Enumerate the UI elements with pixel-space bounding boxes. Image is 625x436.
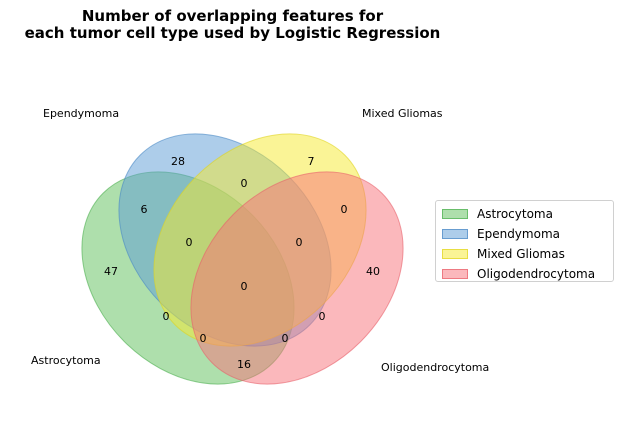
legend-swatch-astrocytoma xyxy=(442,209,468,219)
legend-label-mixed-gliomas: Mixed Gliomas xyxy=(477,247,565,261)
count-ependymoma-mixed: 0 xyxy=(241,177,248,190)
count-astro-epend-mixed: 0 xyxy=(186,236,193,249)
count-astro-mixed: 0 xyxy=(163,310,170,323)
legend-label-oligodendrocytoma: Oligodendrocytoma xyxy=(477,267,596,281)
set-label-oligodendrocytoma: Oligodendrocytoma xyxy=(381,361,489,374)
legend-item-mixed-gliomas: Mixed Gliomas xyxy=(442,244,613,264)
title-line-2: each tumor cell type used by Logistic Re… xyxy=(24,24,441,42)
legend-swatch-ependymoma xyxy=(442,229,468,239)
count-epend-mixed-oligo: 0 xyxy=(296,236,303,249)
legend-item-ependymoma: Ependymoma xyxy=(442,224,613,244)
count-mixed-only: 7 xyxy=(308,155,315,168)
count-all-four: 0 xyxy=(241,280,248,293)
legend-item-astrocytoma: Astrocytoma xyxy=(442,204,613,224)
count-ependymoma-only: 28 xyxy=(171,155,185,168)
set-label-astrocytoma: Astrocytoma xyxy=(31,354,101,367)
title-line-1: Number of overlapping features for xyxy=(81,7,384,25)
legend-label-astrocytoma: Astrocytoma xyxy=(477,207,553,221)
ellipse-oligodendrocytoma xyxy=(190,171,404,385)
legend-swatch-mixed-gliomas xyxy=(442,249,468,259)
set-label-mixed-gliomas: Mixed Gliomas xyxy=(362,107,443,120)
legend-item-oligodendrocytoma: Oligodendrocytoma xyxy=(442,264,613,284)
count-epend-oligo: 0 xyxy=(319,310,326,323)
count-astro-epend-oligo: 0 xyxy=(282,332,289,345)
legend: Astrocytoma Ependymoma Mixed Gliomas Oli… xyxy=(435,200,614,282)
chart-title: Number of overlapping features for each … xyxy=(0,8,465,42)
count-mixed-oligo: 0 xyxy=(341,203,348,216)
count-astro-oligo: 16 xyxy=(237,358,251,371)
count-astro-ependymoma: 6 xyxy=(141,203,148,216)
count-astrocytoma-only: 47 xyxy=(104,265,118,278)
count-astro-mixed-oligo: 0 xyxy=(200,332,207,345)
legend-label-ependymoma: Ependymoma xyxy=(477,227,560,241)
set-label-ependymoma: Ependymoma xyxy=(43,107,119,120)
legend-swatch-oligodendrocytoma xyxy=(442,269,468,279)
count-oligodendrocytoma-only: 40 xyxy=(366,265,380,278)
